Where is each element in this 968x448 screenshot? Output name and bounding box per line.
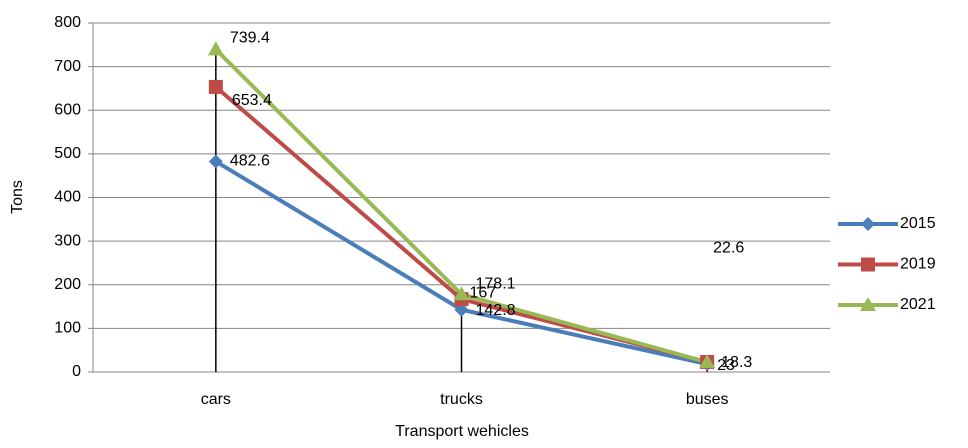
point <box>454 302 469 317</box>
y-tick-label: 0 <box>72 363 81 380</box>
y-tick-label: 600 <box>54 101 81 118</box>
y-tick-label: 700 <box>54 58 81 75</box>
legend-marker <box>861 217 875 231</box>
data-label: 178.1 <box>476 276 516 293</box>
x-axis-title: Transport wehicles <box>395 423 529 440</box>
legend-marker <box>860 297 876 311</box>
legend-label: 2015 <box>900 215 936 232</box>
data-label: 739.4 <box>230 30 270 47</box>
y-tick-label: 100 <box>54 320 81 337</box>
y-tick-label: 500 <box>54 145 81 162</box>
point <box>699 354 716 369</box>
data-label: 18.3 <box>721 354 752 371</box>
point <box>208 154 223 169</box>
y-axis-title: Tons <box>9 180 26 214</box>
y-tick-label: 800 <box>54 14 81 31</box>
point <box>207 41 224 56</box>
data-label: 22.6 <box>713 239 744 256</box>
data-label: 167 <box>470 284 497 301</box>
x-tick-label: trucks <box>440 391 483 408</box>
x-tick-label: cars <box>201 391 231 408</box>
x-tick-label: buses <box>686 391 729 408</box>
data-label: 142.8 <box>476 302 516 319</box>
data-label: 653.4 <box>232 92 272 109</box>
legend-marker <box>861 257 875 272</box>
y-tick-label: 200 <box>54 276 81 293</box>
y-tick-label: 300 <box>54 232 81 249</box>
legend-label: 2019 <box>900 256 936 273</box>
legend-label: 2021 <box>900 296 936 313</box>
point <box>453 286 470 301</box>
data-label: 482.6 <box>230 153 270 170</box>
data-label: 23 <box>717 357 735 374</box>
y-tick-label: 400 <box>54 189 81 206</box>
point <box>208 79 223 94</box>
